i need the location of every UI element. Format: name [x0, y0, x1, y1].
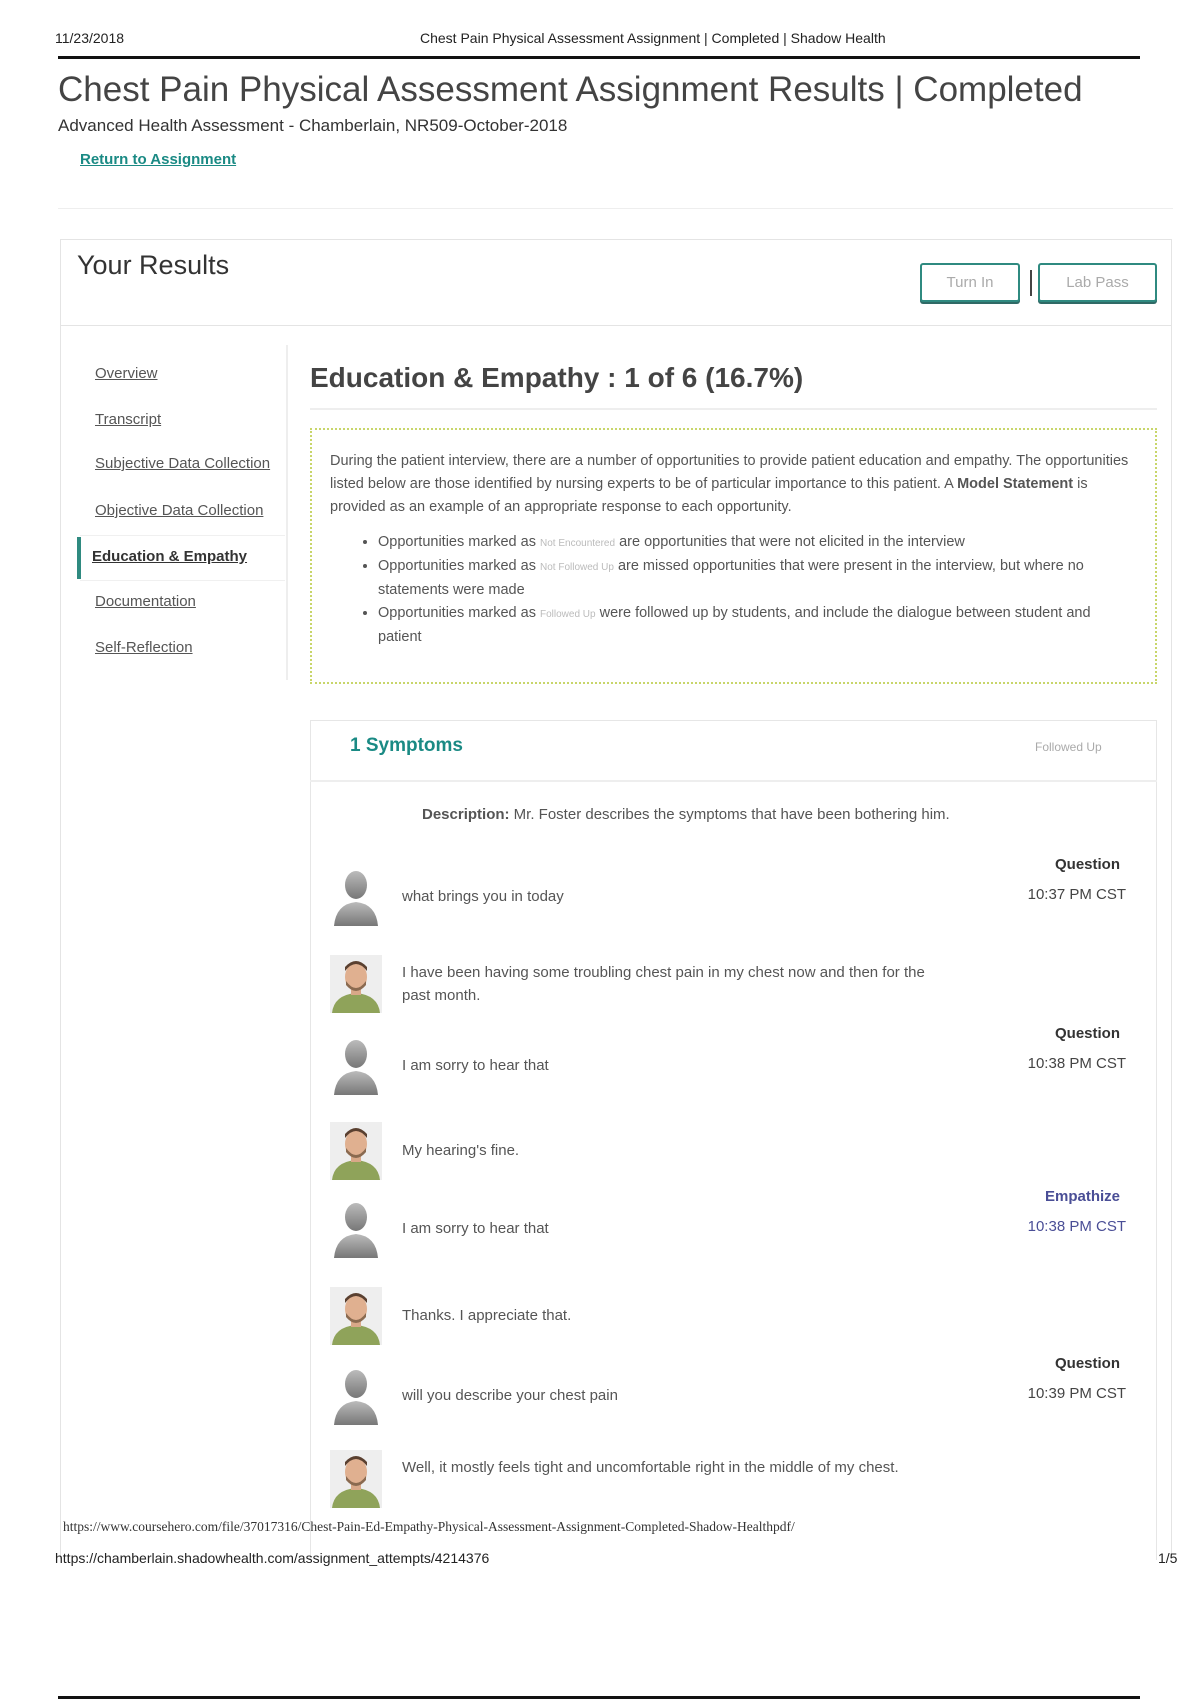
legend-item: Opportunities marked as Not Encountered … — [378, 531, 1137, 555]
dialogue-row: will you describe your chest pain Questio… — [330, 1355, 1140, 1427]
course-subtitle: Advanced Health Assessment - Chamberlain… — [58, 116, 568, 135]
header-divider — [58, 56, 1140, 59]
dialogue-timestamp: 10:38 PM CST — [1027, 1218, 1126, 1235]
opportunity-card-divider — [310, 780, 1157, 782]
dialogue-timestamp: 10:37 PM CST — [1027, 886, 1126, 903]
status-tag: Followed Up — [540, 609, 596, 620]
dialogue-text: Thanks. I appreciate that. — [402, 1307, 572, 1324]
dialogue-text: I am sorry to hear that — [402, 1220, 549, 1237]
turn-in-button[interactable]: Turn In — [920, 263, 1020, 302]
status-badge: Followed Up — [1035, 740, 1102, 754]
patient-avatar-icon — [330, 1287, 382, 1345]
results-card — [60, 239, 1172, 1559]
patient-avatar-icon — [330, 1122, 382, 1180]
dialogue-row: My hearing's fine. — [330, 1122, 1140, 1182]
button-separator — [1030, 270, 1032, 296]
patient-avatar-icon — [330, 1450, 382, 1508]
dialogue-text: will you describe your chest pain — [402, 1387, 618, 1404]
sidebar-item-documentation[interactable]: Documentation — [95, 593, 196, 610]
status-tag: Not Followed Up — [540, 562, 614, 573]
sidebar-separator — [80, 580, 285, 581]
results-title: Your Results — [77, 250, 230, 280]
page-bottom-line — [58, 1696, 1140, 1699]
sidebar-active-indicator — [77, 537, 81, 579]
status-tag: Not Encountered — [540, 538, 616, 549]
dialogue-row: Thanks. I appreciate that. — [330, 1287, 1140, 1347]
student-avatar-icon — [330, 868, 382, 926]
sidebar-item-objective[interactable]: Objective Data Collection — [95, 502, 264, 519]
dialogue-timestamp: 10:39 PM CST — [1027, 1385, 1126, 1402]
dialogue-row: Well, it mostly feels tight and uncomfor… — [330, 1450, 1140, 1510]
student-avatar-icon — [330, 1200, 382, 1258]
section-heading: Education & Empathy : 1 of 6 (16.7%) — [310, 362, 804, 393]
student-avatar-icon — [330, 1367, 382, 1425]
sidebar-item-overview[interactable]: Overview — [95, 365, 158, 382]
student-avatar-icon — [330, 1037, 382, 1095]
results-card-divider — [60, 325, 1172, 326]
dialogue-row: I am sorry to hear that Question 10:38 PM … — [330, 1025, 1140, 1097]
print-date: 11/23/2018 — [55, 30, 125, 46]
sidebar-item-transcript[interactable]: Transcript — [95, 411, 162, 428]
legend-item: Opportunities marked as Not Followed Up … — [378, 555, 1137, 602]
legend-item: Opportunities marked as Followed Up were… — [378, 602, 1137, 649]
dialogue-text: Well, it mostly feels tight and uncomfor… — [402, 1459, 899, 1476]
lab-pass-button[interactable]: Lab Pass — [1038, 263, 1157, 302]
page-title: Chest Pain Physical Assessment Assignmen… — [58, 70, 1083, 109]
divider — [58, 208, 1173, 209]
dialogue-text: what brings you in today — [402, 888, 564, 905]
info-box: During the patient interview, there are … — [310, 428, 1157, 684]
watermark-url: https://www.coursehero.com/file/37017316… — [63, 1519, 795, 1534]
dialogue-row: I have been having some troubling chest … — [330, 955, 1140, 1015]
sidebar-separator — [80, 535, 285, 536]
opportunity-card — [310, 720, 1157, 1560]
dialogue-type-label: Question — [1054, 1355, 1120, 1372]
return-to-assignment-link[interactable]: Return to Assignment — [80, 151, 237, 168]
dialogue-timestamp: 10:38 PM CST — [1027, 1055, 1126, 1072]
page-number: 1/5 — [1158, 1550, 1178, 1566]
heading-divider — [310, 408, 1157, 410]
dialogue-text: I have been having some troubling chest … — [402, 964, 925, 1004]
dialogue-text: I am sorry to hear that — [402, 1057, 549, 1074]
intro-text: During the patient interview, there are … — [330, 453, 1129, 515]
dialogue-type-label: Question — [1054, 856, 1120, 873]
dialogue-row: I am sorry to hear that Empathize 10:38 PM… — [330, 1188, 1140, 1260]
legend-list: Opportunities marked as Not Encountered … — [378, 531, 1137, 649]
dialogue-row: what brings you in today Question 10:37 PM… — [330, 856, 1140, 928]
sidebar-item-education-empathy[interactable]: Education & Empathy — [92, 548, 248, 565]
sidebar-border — [286, 345, 288, 680]
sidebar-item-self-reflection[interactable]: Self-Reflection — [95, 639, 193, 656]
sidebar-item-subjective[interactable]: Subjective Data Collection — [95, 455, 271, 472]
dialogue-text: My hearing's fine. — [402, 1142, 520, 1159]
dialogue-type-label: Question — [1054, 1025, 1120, 1042]
opportunity-description: Description: Mr. Foster describes the sy… — [422, 806, 950, 823]
dialogue-type-label: Empathize — [1044, 1188, 1120, 1205]
opportunity-title: 1 Symptoms — [350, 735, 463, 756]
patient-avatar-icon — [330, 955, 382, 1013]
print-page-title: Chest Pain Physical Assessment Assignmen… — [420, 30, 886, 46]
print-footer-url: https://chamberlain.shadowhealth.com/ass… — [55, 1550, 490, 1566]
